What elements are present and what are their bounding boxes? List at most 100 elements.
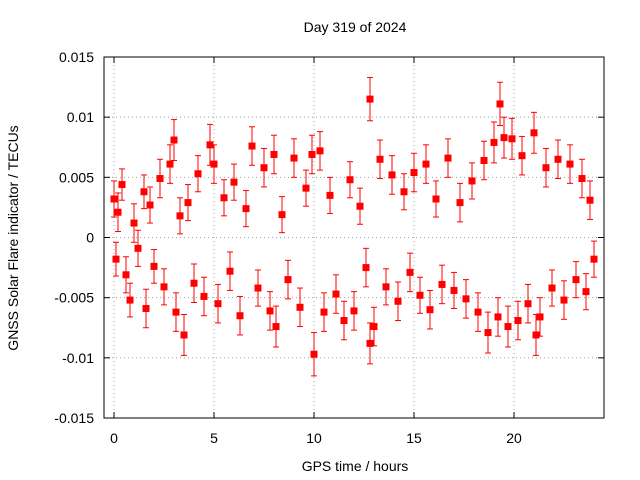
data-point bbox=[302, 184, 310, 192]
data-point bbox=[190, 279, 198, 287]
data-point bbox=[514, 317, 522, 325]
data-point bbox=[572, 276, 580, 284]
y-tick-label: -0.015 bbox=[54, 410, 94, 426]
data-point bbox=[500, 134, 508, 142]
data-point bbox=[450, 286, 458, 294]
data-point bbox=[400, 188, 408, 196]
data-point bbox=[444, 154, 452, 162]
data-point bbox=[474, 308, 482, 316]
data-point bbox=[284, 276, 292, 284]
data-point bbox=[532, 331, 540, 339]
data-point bbox=[496, 100, 504, 108]
data-point bbox=[518, 152, 526, 160]
data-point bbox=[484, 329, 492, 337]
x-tick-label: 15 bbox=[406, 430, 422, 446]
data-point bbox=[376, 155, 384, 163]
data-point bbox=[170, 136, 178, 144]
data-point bbox=[494, 313, 502, 321]
y-axis-label: GNSS Solar Flare indicator / TECUs bbox=[5, 125, 21, 350]
y-tick-label: 0.015 bbox=[59, 49, 94, 65]
data-point bbox=[582, 288, 590, 296]
chart-title: Day 319 of 2024 bbox=[304, 19, 407, 35]
data-point bbox=[586, 196, 594, 204]
data-point bbox=[166, 160, 174, 168]
data-points bbox=[110, 95, 598, 358]
data-point bbox=[438, 280, 446, 288]
data-point bbox=[432, 195, 440, 203]
data-point bbox=[524, 300, 532, 308]
data-point bbox=[416, 291, 424, 299]
data-point bbox=[146, 201, 154, 209]
data-point bbox=[242, 205, 250, 213]
data-point bbox=[504, 323, 512, 331]
y-axis-ticks: -0.015 -0.01 -0.005 0 0.005 0.01 0.015 bbox=[54, 49, 604, 426]
data-point bbox=[542, 164, 550, 172]
data-point bbox=[176, 212, 184, 220]
data-point bbox=[248, 142, 256, 150]
data-point bbox=[126, 296, 134, 304]
data-point bbox=[114, 208, 122, 216]
data-point bbox=[462, 295, 470, 303]
data-point bbox=[214, 300, 222, 308]
data-point bbox=[316, 147, 324, 155]
data-point bbox=[266, 307, 274, 315]
data-point bbox=[296, 303, 304, 311]
data-point bbox=[134, 244, 142, 252]
data-point bbox=[370, 323, 378, 331]
data-point bbox=[210, 160, 218, 168]
data-point bbox=[536, 313, 544, 321]
data-point bbox=[346, 176, 354, 184]
data-point bbox=[366, 339, 374, 347]
data-point bbox=[140, 188, 148, 196]
data-point bbox=[220, 194, 228, 202]
y-tick-label: -0.005 bbox=[54, 290, 94, 306]
data-point bbox=[270, 150, 278, 158]
data-point bbox=[508, 135, 516, 143]
data-point bbox=[236, 312, 244, 320]
data-point bbox=[554, 155, 562, 163]
data-point bbox=[530, 129, 538, 137]
data-point bbox=[332, 290, 340, 298]
data-point bbox=[356, 202, 364, 210]
data-point bbox=[362, 264, 370, 272]
data-point bbox=[388, 171, 396, 179]
data-point bbox=[560, 296, 568, 304]
data-point bbox=[422, 160, 430, 168]
data-point bbox=[272, 323, 280, 331]
data-point bbox=[406, 268, 414, 276]
data-point bbox=[548, 284, 556, 292]
data-point bbox=[382, 283, 390, 291]
data-point bbox=[566, 160, 574, 168]
data-point bbox=[394, 297, 402, 305]
data-point bbox=[226, 267, 234, 275]
x-tick-label: 5 bbox=[210, 430, 218, 446]
data-point bbox=[260, 164, 268, 172]
x-axis-label: GPS time / hours bbox=[302, 458, 409, 474]
data-point bbox=[118, 181, 126, 189]
data-point bbox=[578, 175, 586, 183]
data-point bbox=[590, 255, 598, 263]
data-point bbox=[180, 331, 188, 339]
y-tick-label: -0.01 bbox=[62, 350, 94, 366]
data-point bbox=[172, 308, 180, 316]
data-point bbox=[194, 170, 202, 178]
data-point bbox=[310, 350, 318, 358]
data-point bbox=[206, 141, 214, 149]
data-point bbox=[184, 199, 192, 207]
data-point bbox=[160, 283, 168, 291]
data-point bbox=[350, 307, 358, 315]
data-point bbox=[130, 219, 138, 227]
data-point bbox=[142, 304, 150, 312]
data-point bbox=[426, 306, 434, 314]
x-axis-ticks: 0 5 10 15 20 bbox=[110, 57, 522, 446]
data-point bbox=[254, 284, 262, 292]
x-tick-label: 20 bbox=[506, 430, 522, 446]
data-point bbox=[290, 154, 298, 162]
x-tick-label: 10 bbox=[306, 430, 322, 446]
data-point bbox=[490, 138, 498, 146]
data-point bbox=[112, 255, 120, 263]
data-point bbox=[110, 195, 118, 203]
y-tick-label: 0 bbox=[86, 230, 94, 246]
